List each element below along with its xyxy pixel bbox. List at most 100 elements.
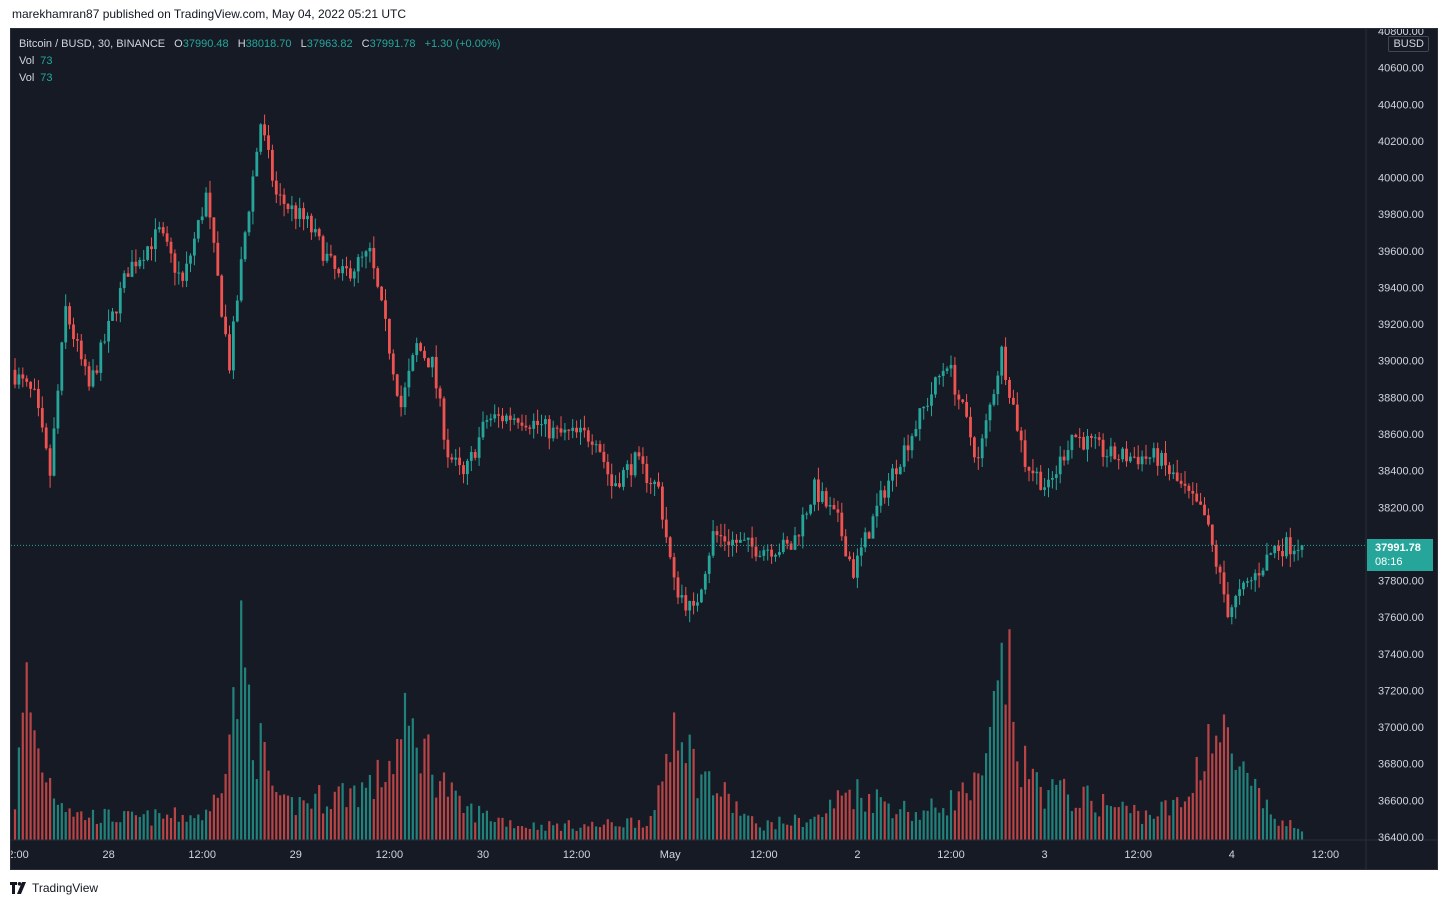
candle-body[interactable] [493,414,497,419]
candle-body[interactable] [1226,594,1230,618]
candle-body[interactable] [1125,448,1128,462]
candle-body[interactable] [489,418,493,421]
candle-body[interactable] [473,452,477,458]
candle-body[interactable] [976,457,980,459]
candle-body[interactable] [1210,524,1214,545]
candle-body[interactable] [836,509,840,513]
candle-body[interactable] [973,437,976,458]
candle-body[interactable] [83,359,87,367]
candle-body[interactable] [224,316,227,335]
candle-body[interactable] [668,537,672,558]
candle-body[interactable] [727,541,731,546]
candle-body[interactable] [1265,554,1269,571]
candle-body[interactable] [419,343,422,351]
candle-body[interactable] [154,229,157,250]
candle-body[interactable] [466,460,469,475]
candle-body[interactable] [372,247,376,269]
candle-body[interactable] [602,451,606,462]
candle-body[interactable] [1062,456,1066,461]
candle-body[interactable] [1195,493,1199,502]
candle-body[interactable] [271,149,274,181]
candle-body[interactable] [220,275,224,317]
candle-body[interactable] [1230,607,1234,618]
candle-body[interactable] [446,439,450,458]
candle-body[interactable] [996,375,1000,395]
candle-body[interactable] [1156,448,1160,466]
candle-body[interactable] [809,504,812,514]
candle-body[interactable] [403,387,407,408]
candle-body[interactable] [567,429,571,431]
candle-body[interactable] [193,238,196,256]
candle-body[interactable] [571,427,575,431]
candle-body[interactable] [774,554,777,557]
candle-body[interactable] [590,441,594,445]
candle-body[interactable] [1101,439,1105,457]
candle-body[interactable] [547,419,551,439]
candle-body[interactable] [356,257,360,272]
candle-body[interactable] [625,464,629,471]
candle-body[interactable] [134,261,138,267]
candle-body[interactable] [895,468,898,475]
candle-body[interactable] [1246,581,1249,583]
candle-body[interactable] [793,535,797,550]
candle-body[interactable] [664,519,668,538]
candle-body[interactable] [208,192,212,218]
candle-body[interactable] [707,555,711,574]
candle-body[interactable] [232,321,235,371]
legend-volume-row[interactable]: Vol 73 [19,70,500,87]
candle-body[interactable] [497,414,500,416]
candle-body[interactable] [1144,456,1148,459]
candle-body[interactable] [1171,472,1175,475]
candle-body[interactable] [653,481,656,485]
candle-body[interactable] [427,358,430,368]
candle-body[interactable] [1043,487,1046,490]
candle-body[interactable] [575,427,578,433]
candle-body[interactable] [1175,472,1179,481]
candle-body[interactable] [37,388,40,409]
candle-body[interactable] [1179,480,1183,484]
candle-body[interactable] [633,452,637,476]
candle-body[interactable] [259,124,263,152]
candle-body[interactable] [828,505,832,507]
candle-body[interactable] [239,259,243,301]
candle-body[interactable] [859,547,863,556]
candle-body[interactable] [247,211,251,233]
candle-body[interactable] [688,600,692,611]
candle-body[interactable] [867,532,871,539]
candle-body[interactable] [598,444,602,452]
candle-body[interactable] [520,422,524,426]
candle-body[interactable] [1086,435,1089,450]
candle-body[interactable] [883,490,887,498]
candle-body[interactable] [329,253,333,256]
candle-body[interactable] [1109,446,1113,457]
candle-body[interactable] [138,260,142,267]
candle-body[interactable] [516,418,520,423]
candle-body[interactable] [306,215,309,220]
candle-body[interactable] [840,512,844,537]
candle-body[interactable] [512,418,516,420]
candle-body[interactable] [1300,545,1304,550]
candle-body[interactable] [1047,479,1050,488]
candle-body[interactable] [99,342,103,373]
candle-body[interactable] [1035,471,1039,474]
candle-body[interactable] [879,490,883,506]
candle-body[interactable] [739,539,742,543]
candle-body[interactable] [863,532,867,548]
candle-body[interactable] [1203,504,1206,516]
candle-body[interactable] [1105,456,1109,458]
candle-body[interactable] [388,318,391,354]
candle-body[interactable] [906,445,910,451]
candle-body[interactable] [235,300,239,322]
candle-body[interactable] [969,416,972,438]
candle-body[interactable] [930,394,933,406]
candle-body[interactable] [454,457,458,460]
candle-body[interactable] [341,266,344,274]
candle-body[interactable] [918,408,922,430]
candle-body[interactable] [1027,466,1031,471]
candle-body[interactable] [961,399,965,403]
legend-volume-row[interactable]: Vol 73 [19,53,500,70]
candle-body[interactable] [1288,537,1292,555]
candle-body[interactable] [700,589,703,603]
candle-body[interactable] [76,339,79,341]
candle-body[interactable] [505,415,508,422]
